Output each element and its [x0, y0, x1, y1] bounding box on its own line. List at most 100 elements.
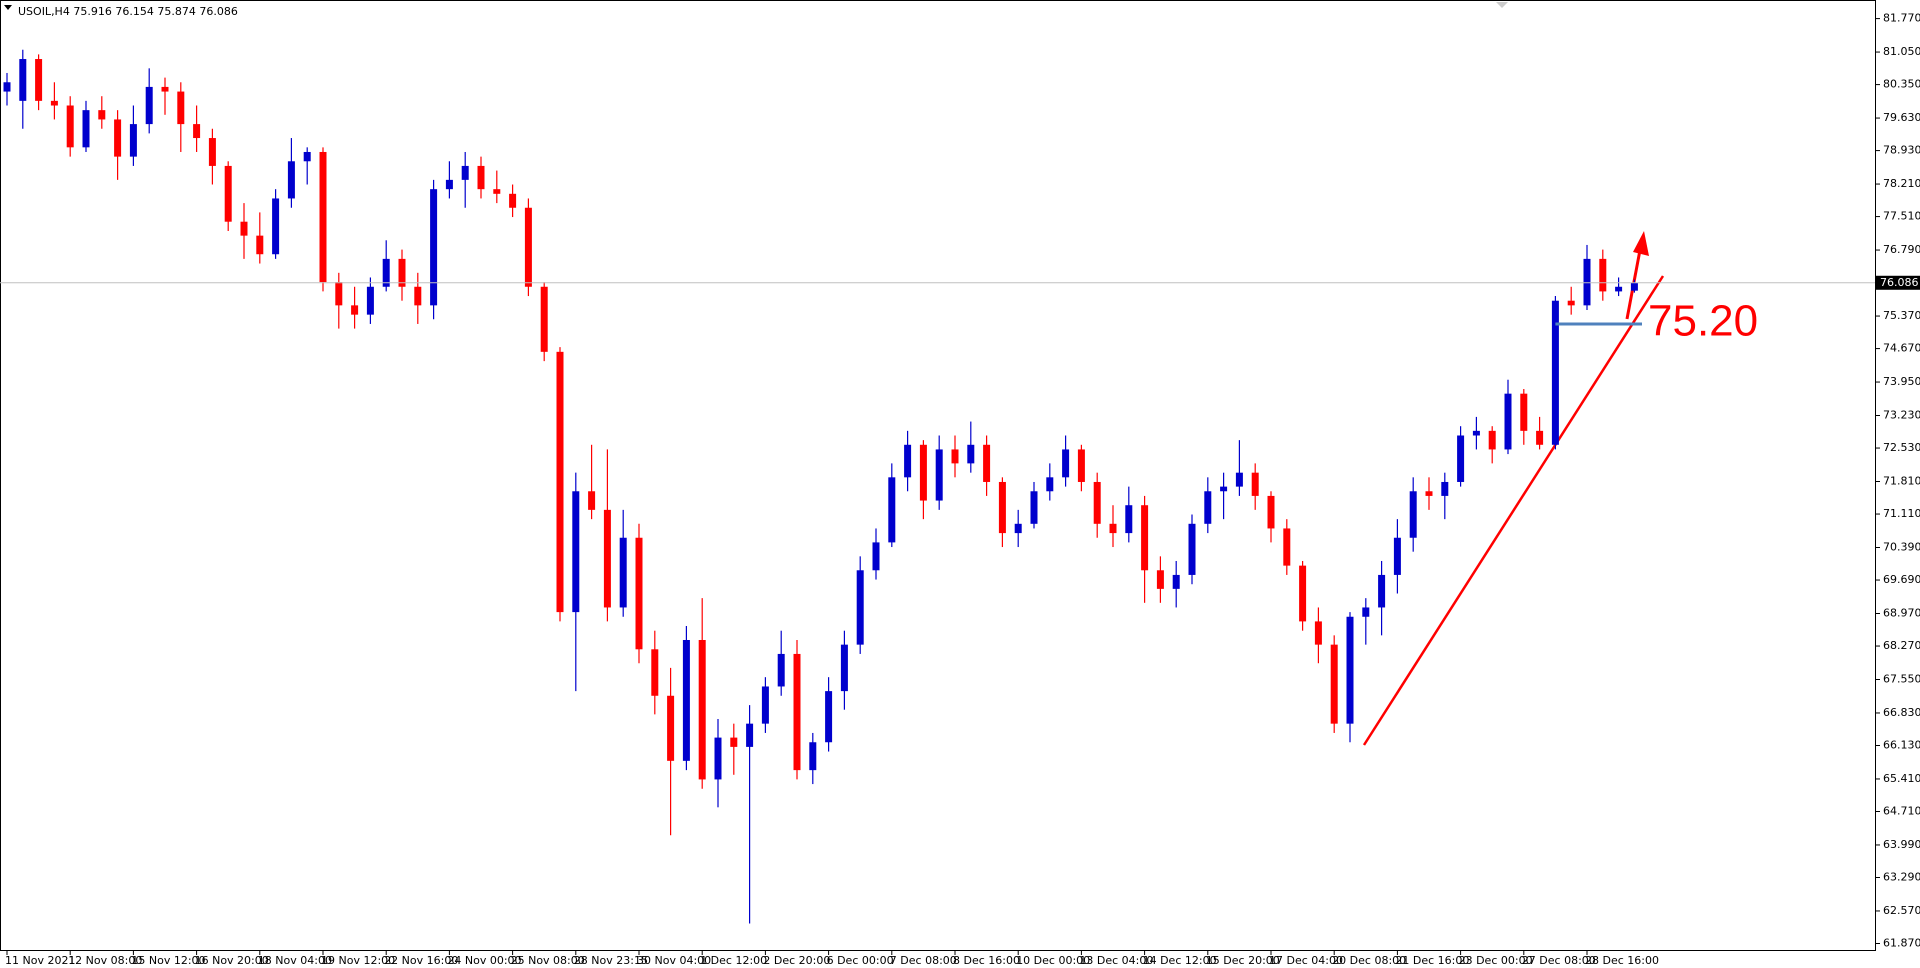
x-tick-label: 10 Dec 00:00 — [1016, 954, 1090, 967]
y-tick-label: 71.810 — [1883, 475, 1920, 488]
x-tick-label: 28 Nov 23:15 — [574, 954, 648, 967]
candle-body — [998, 481, 1006, 534]
x-tick-label: 12 Nov 08:00 — [68, 954, 142, 967]
candle-body — [1156, 570, 1164, 589]
y-tick-label: 77.510 — [1883, 210, 1920, 223]
x-tick-label: 20 Dec 08:00 — [1332, 954, 1406, 967]
header: USOIL,H4 75.916 76.154 75.874 76.086 — [18, 5, 238, 18]
y-tick-label: 61.870 — [1883, 936, 1920, 949]
candle-body — [240, 221, 248, 236]
candle-body — [524, 207, 532, 287]
candle-body — [114, 119, 122, 157]
y-tick-label: 66.830 — [1883, 706, 1920, 719]
x-tick-label: 7 Dec 08:00 — [890, 954, 957, 967]
y-tick-label: 78.210 — [1883, 177, 1920, 190]
candle-body — [919, 444, 927, 501]
menu-triangle — [4, 5, 12, 10]
y-tick-label: 65.410 — [1883, 772, 1920, 785]
x-tick-label: 18 Nov 04:00 — [258, 954, 332, 967]
candle-body — [493, 189, 501, 194]
candle-body — [1267, 495, 1275, 529]
candle-body — [1204, 491, 1212, 524]
candle-body — [540, 286, 548, 352]
candle-body — [1630, 282, 1638, 291]
candle-body — [1046, 477, 1054, 492]
y-tick-label: 78.930 — [1883, 144, 1920, 157]
candle-body — [635, 537, 643, 650]
candle-body — [1220, 486, 1228, 492]
candle-body — [208, 138, 216, 166]
candle-body — [1536, 430, 1544, 445]
candle-body — [1188, 523, 1196, 575]
candle-body — [1472, 430, 1480, 436]
x-tick-label: 30 Nov 04:00 — [637, 954, 711, 967]
y-tick-label: 63.290 — [1883, 870, 1920, 883]
candle-body — [1567, 300, 1575, 306]
y-tick-label: 80.350 — [1883, 78, 1920, 91]
candle-body — [1488, 430, 1496, 450]
x-tick-label: 27 Dec 08:00 — [1522, 954, 1596, 967]
candle-body — [967, 444, 975, 464]
candle-body — [1141, 505, 1149, 571]
candle-body — [145, 86, 153, 125]
x-tick-label: 24 Nov 00:00 — [447, 954, 521, 967]
candle-body — [1251, 472, 1259, 496]
candle-body — [287, 161, 295, 199]
candle-body — [272, 198, 280, 255]
x-tick-label: 28 Dec 16:00 — [1585, 954, 1659, 967]
candle-body — [856, 570, 864, 645]
candle-body — [1551, 300, 1559, 445]
candle-body — [3, 82, 11, 92]
candle-body — [793, 653, 801, 771]
candle-body — [888, 477, 896, 543]
candle-body — [714, 737, 722, 780]
candle-body — [935, 449, 943, 501]
candle-body — [1504, 393, 1512, 450]
candle-body — [1109, 523, 1117, 534]
candle-body — [477, 165, 485, 190]
candle-body — [556, 351, 564, 613]
candle-body — [951, 449, 959, 464]
candle-body — [840, 644, 848, 692]
y-tick-label: 69.690 — [1883, 573, 1920, 586]
y-tick-label: 79.630 — [1883, 111, 1920, 124]
y-tick-label: 64.710 — [1883, 804, 1920, 817]
y-tick-label: 63.990 — [1883, 838, 1920, 851]
high-value: 76.154 — [115, 5, 154, 18]
arrow-head — [1633, 231, 1649, 256]
candle-body — [1520, 393, 1528, 431]
candle-body — [414, 286, 422, 306]
candle-body — [177, 91, 185, 125]
candle-body — [588, 491, 596, 510]
candle-body — [430, 189, 438, 306]
y-tick-label: 70.390 — [1883, 541, 1920, 554]
candle-body — [1299, 565, 1307, 622]
y-tick-label: 76.790 — [1883, 243, 1920, 256]
x-tick-label: 21 Dec 16:00 — [1395, 954, 1469, 967]
x-tick-label: 11 Nov 2021 — [5, 954, 75, 967]
open-value: 75.916 — [73, 5, 112, 18]
candle-body — [445, 179, 453, 190]
shift-marker — [1496, 2, 1508, 8]
y-tick-label: 71.110 — [1883, 507, 1920, 520]
candle-body — [746, 723, 754, 747]
low-value: 75.874 — [157, 5, 196, 18]
candle-body — [1425, 491, 1433, 496]
candle-body — [619, 537, 627, 608]
candle-body — [335, 282, 343, 306]
x-tick-label: 1 Dec 12:00 — [700, 954, 767, 967]
y-tick-label: 75.370 — [1883, 309, 1920, 322]
y-tick-label: 81.050 — [1883, 45, 1920, 58]
y-tick-label: 73.230 — [1883, 409, 1920, 422]
candle-body — [603, 509, 611, 608]
candle-body — [872, 542, 880, 571]
candle-body — [904, 444, 912, 478]
candle-body — [1093, 481, 1101, 524]
x-tick-label: 16 Nov 20:00 — [195, 954, 269, 967]
candle-body — [777, 653, 785, 687]
y-tick-label: 66.130 — [1883, 738, 1920, 751]
candle-body — [303, 151, 311, 162]
candle-body — [461, 165, 469, 180]
candle-body — [161, 86, 169, 92]
